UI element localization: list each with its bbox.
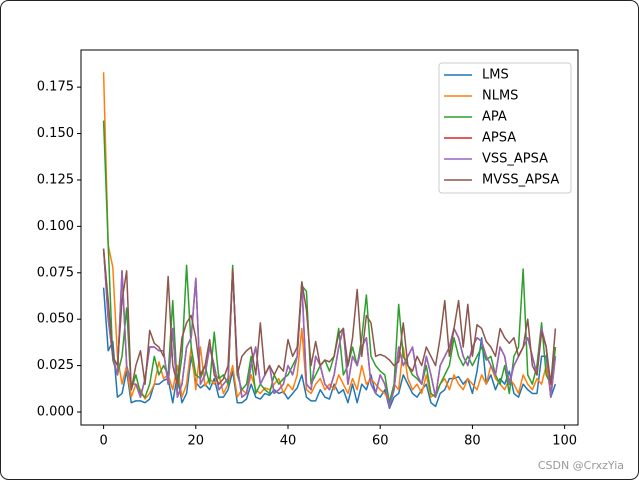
x-tick-label: 40 bbox=[280, 434, 297, 449]
legend-label: VSS_APSA bbox=[482, 152, 548, 167]
y-tick-label: 0.100 bbox=[37, 219, 74, 234]
y-tick-label: 0.025 bbox=[37, 358, 74, 373]
y-tick-label: 0.000 bbox=[37, 405, 74, 420]
y-tick-label: 0.075 bbox=[37, 265, 74, 280]
legend-label: LMS bbox=[482, 68, 509, 83]
x-tick-label: 0 bbox=[99, 434, 107, 449]
watermark: CSDN @CrxzYia bbox=[538, 459, 624, 472]
y-tick-label: 0.175 bbox=[37, 80, 74, 95]
x-tick-label: 100 bbox=[552, 434, 577, 449]
series-line bbox=[102, 248, 557, 391]
series-line bbox=[102, 120, 557, 404]
series-line bbox=[102, 248, 557, 408]
plot-frame bbox=[80, 49, 579, 426]
x-tick-label: 20 bbox=[188, 434, 205, 449]
x-tick-label: 60 bbox=[372, 434, 389, 449]
x-tick-label: 80 bbox=[464, 434, 481, 449]
legend-label: APSA bbox=[482, 131, 516, 146]
legend-label: MVSS_APSA bbox=[482, 173, 559, 188]
legend-label: NLMS bbox=[482, 89, 518, 104]
legend-label: APA bbox=[482, 110, 507, 125]
y-tick-label: 0.125 bbox=[37, 172, 74, 187]
y-tick-label: 0.050 bbox=[37, 312, 74, 327]
y-tick-label: 0.150 bbox=[37, 126, 74, 141]
